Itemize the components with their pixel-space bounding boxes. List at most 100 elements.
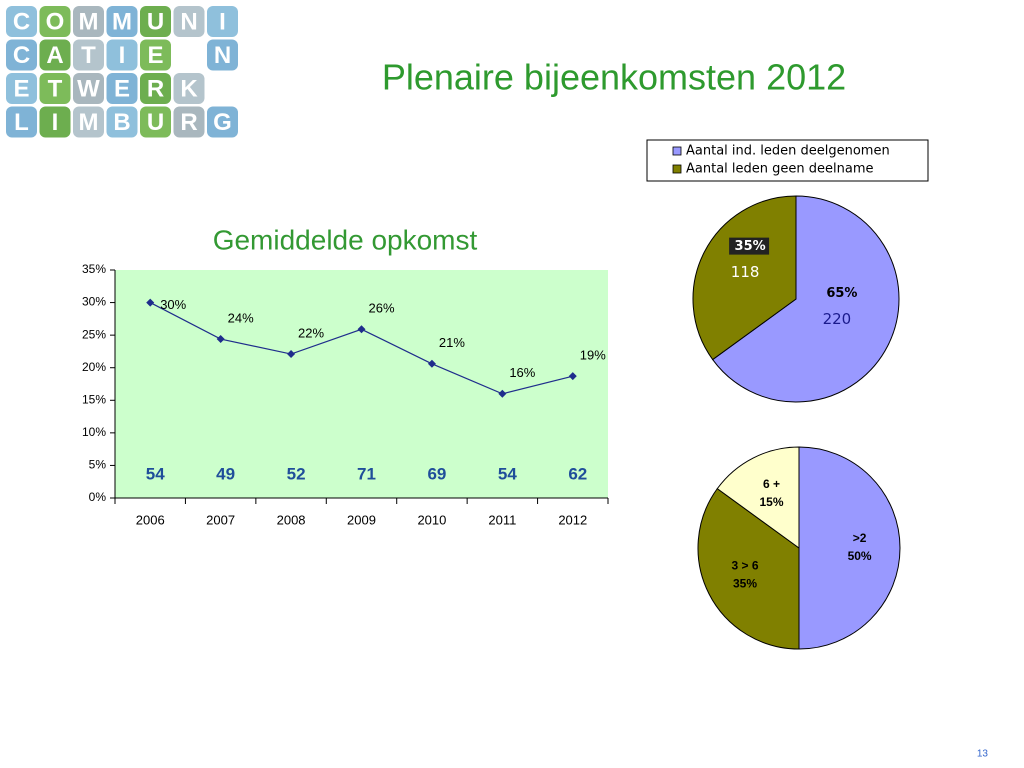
data-label: 16%	[509, 365, 535, 380]
logo-tile	[39, 73, 71, 104]
logo-tile	[73, 6, 104, 37]
logo-tile	[140, 6, 171, 37]
x-tick-label: 2009	[347, 512, 376, 527]
pie-slice	[697, 487, 800, 650]
logo-tile	[6, 6, 37, 37]
logo-tile	[173, 6, 205, 37]
plot-area	[115, 270, 608, 498]
label-box	[729, 237, 770, 255]
logo-letter: B	[113, 109, 130, 136]
category-label: >2	[853, 531, 867, 545]
data-label: 30%	[160, 297, 186, 312]
logo-letter: I	[219, 8, 226, 35]
count-label: 71	[357, 464, 376, 483]
logo-letter: E	[147, 42, 163, 69]
logo-tile	[173, 106, 205, 138]
marker	[216, 335, 225, 344]
data-label: 24%	[228, 310, 254, 325]
count-label: 54	[146, 464, 165, 483]
x-tick-label: 2006	[136, 512, 165, 527]
marker	[357, 325, 366, 334]
logo-tile	[6, 39, 37, 71]
x-tick-label: 2010	[417, 512, 446, 527]
logo-tile	[207, 6, 238, 37]
logo-letter: A	[46, 42, 63, 69]
marker	[498, 389, 507, 398]
count-label: 62	[568, 464, 587, 483]
y-tick-label: 30%	[82, 295, 106, 309]
logo-letter: O	[46, 8, 65, 35]
count-label: 52	[287, 464, 306, 483]
logo-tile	[39, 39, 71, 71]
logo-tile	[73, 106, 104, 138]
logo-tile	[106, 6, 138, 37]
y-tick-label: 25%	[82, 327, 106, 341]
legend-box	[646, 139, 929, 182]
logo-letter: E	[13, 75, 29, 102]
pie-slice	[716, 446, 800, 549]
logo-tile	[6, 73, 37, 104]
logo-letter: M	[112, 8, 132, 35]
logo-letter: C	[13, 8, 30, 35]
y-tick-label: 0%	[89, 490, 107, 504]
data-label: 26%	[368, 301, 394, 316]
data-label: 22%	[298, 325, 324, 340]
slide-title: Plenaire bijeenkomsten 2012	[382, 57, 846, 98]
marker	[427, 359, 436, 368]
pie-slice	[711, 195, 900, 403]
logo: C O M M U N IC A T I E NE T W E R KL I M B U R G	[6, 6, 238, 138]
logo-letter: C	[13, 42, 30, 69]
count-label: 118	[731, 263, 760, 281]
logo-letter: U	[147, 8, 164, 35]
legend-label: Aantal leden geen deelname	[686, 162, 873, 177]
count-label: 54	[498, 464, 517, 483]
logo-letter: M	[79, 8, 99, 35]
marker	[568, 372, 577, 381]
logo-tile	[140, 106, 171, 138]
logo-tile	[39, 6, 71, 37]
logo-letter: G	[213, 109, 232, 136]
category-label: 3 > 6	[731, 559, 758, 573]
data-label: 21%	[439, 335, 465, 350]
x-tick-label: 2012	[558, 512, 587, 527]
data-label: 19%	[580, 348, 606, 363]
y-tick-label: 35%	[82, 262, 106, 276]
count-label: 220	[823, 310, 852, 328]
data-label: 15%	[759, 495, 783, 509]
data-label: 35%	[735, 239, 766, 254]
logo-letter: N	[214, 42, 231, 69]
legend-label: Aantal ind. leden deelgenomen	[686, 144, 890, 159]
logo-letter: T	[81, 42, 96, 69]
logo-tile	[73, 73, 104, 104]
data-label: 65%	[826, 286, 857, 301]
category-label: 6 +	[763, 477, 780, 491]
legend-swatch	[672, 164, 682, 174]
x-tick-label: 2011	[488, 512, 516, 527]
count-label: 69	[427, 464, 446, 483]
logo-letter: L	[14, 109, 29, 136]
logo-tile	[140, 39, 171, 71]
y-tick-label: 10%	[82, 425, 106, 439]
logo-letter: I	[119, 42, 126, 69]
logo-letter: K	[180, 75, 198, 102]
logo-letter: T	[48, 75, 63, 102]
logo-letter: W	[77, 75, 100, 102]
logo-letter: U	[147, 109, 164, 136]
logo-tile	[173, 73, 205, 104]
logo-letter: E	[114, 75, 130, 102]
logo-letter: N	[180, 8, 197, 35]
logo-tile	[106, 106, 138, 138]
logo-letter: I	[52, 109, 59, 136]
logo-letter: R	[147, 75, 164, 102]
logo-tile	[6, 106, 37, 138]
logo-tile	[106, 73, 138, 104]
logo-tile	[73, 39, 104, 71]
marker	[287, 350, 296, 359]
x-tick-label: 2008	[277, 512, 306, 527]
logo-letter: R	[180, 109, 197, 136]
logo-tile	[207, 106, 238, 138]
y-tick-label: 15%	[82, 392, 106, 406]
y-tick-label: 5%	[89, 458, 107, 472]
